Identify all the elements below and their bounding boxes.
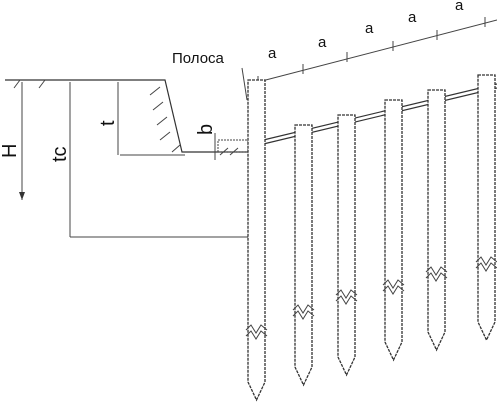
spacing-label: a bbox=[268, 45, 277, 62]
t-label: t bbox=[97, 120, 119, 126]
spacing-label: a bbox=[365, 20, 374, 37]
break-mark bbox=[425, 266, 448, 282]
strip-label: Полоса bbox=[172, 50, 225, 67]
electrode bbox=[427, 89, 446, 352]
spacing-label: a bbox=[455, 0, 464, 14]
electrode bbox=[337, 114, 356, 377]
electrode bbox=[384, 99, 403, 362]
spacing-label: a bbox=[408, 9, 417, 26]
break-mark bbox=[335, 289, 358, 305]
electrode bbox=[477, 74, 496, 342]
electrodes bbox=[245, 74, 497, 402]
b-label: b bbox=[195, 124, 217, 135]
break-mark bbox=[245, 324, 268, 340]
H-label: H bbox=[0, 144, 21, 158]
break-mark bbox=[382, 279, 405, 295]
break-mark bbox=[475, 256, 497, 272]
electrode bbox=[294, 124, 313, 387]
spacing-label: a bbox=[318, 34, 327, 51]
ground bbox=[5, 79, 250, 156]
tc-label: tc bbox=[49, 146, 71, 162]
electrode bbox=[247, 79, 266, 402]
break-mark bbox=[292, 304, 315, 320]
